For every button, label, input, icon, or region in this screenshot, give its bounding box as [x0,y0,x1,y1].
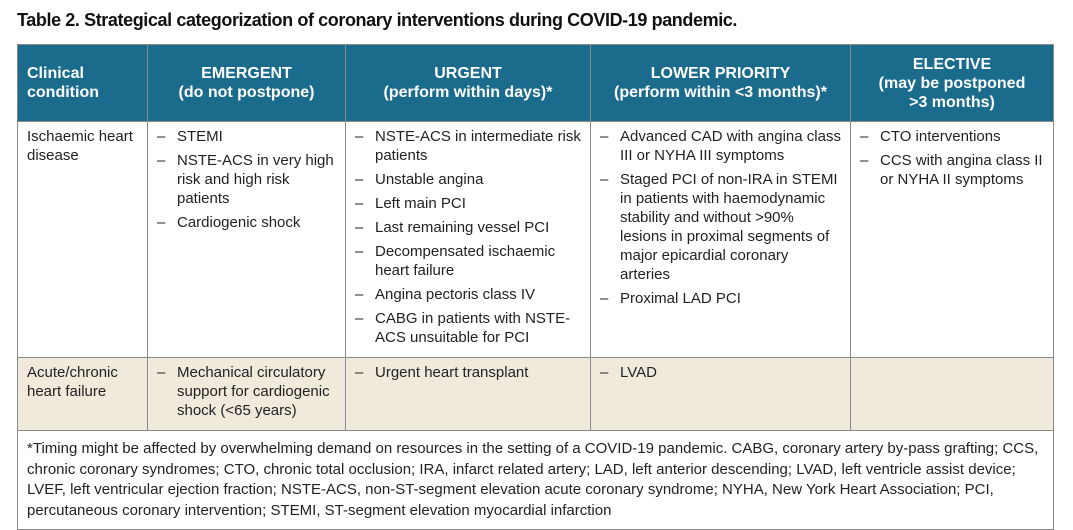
header-line: LOWER PRIORITY [650,65,791,82]
header-line: (perform within <3 months)* [614,84,827,101]
list-item: Last remaining vessel PCI [355,218,581,237]
table-cell: Urgent heart transplant [345,357,591,431]
header-line: ELECTIVE [912,55,992,73]
header-cell: EMERGENT (do not postpone) [147,44,346,122]
header-line: URGENT [434,65,502,82]
list-item: NSTE-ACS in very high risk and high risk… [157,151,336,208]
header-cell: URGENT (perform within days)* [345,44,591,122]
item-list: Urgent heart transplant [355,363,581,382]
footnote-row: *Timing might be affected by overwhelmin… [17,430,1054,530]
list-item: Left main PCI [355,194,581,213]
table-cell [850,357,1054,431]
table-title: Table 2. Strategical categorization of c… [17,10,738,30]
header-line: condition [27,84,99,101]
list-item: Unstable angina [355,170,581,189]
list-item: CTO interventions [860,127,1044,146]
list-item: Staged PCI of non-IRA in STEMI in patien… [600,170,841,284]
footnote: *Timing might be affected by overwhelmin… [17,430,1054,530]
header-line: (may be postponed [878,74,1026,92]
header-line: (do not postpone) [178,84,315,101]
header-line: Clinical [27,65,84,82]
list-item: Angina pectoris class IV [355,285,581,304]
list-item: Mechanical circulatory support for cardi… [157,363,336,420]
table-cell: NSTE-ACS in intermediate risk patients Un… [345,121,591,358]
table-cell: STEMI NSTE-ACS in very high risk and high… [147,121,346,358]
list-item: Advanced CAD with angina class III or NY… [600,127,841,165]
table-cell: Mechanical circulatory support for cardi… [147,357,346,431]
header-row: Clinical condition EMERGENT (do not postpon… [17,44,1054,122]
list-item: CABG in patients with NSTE-ACS unsuitabl… [355,309,581,347]
table-row: Acute/chronic heart failureMechanical ci… [17,357,1054,431]
table-cell: LVAD [590,357,851,431]
table-cell: CTO interventions CCS with angina class I… [850,121,1054,358]
header-line: >3 months) [909,93,995,111]
item-list: LVAD [600,363,841,382]
list-item: Proximal LAD PCI [600,289,841,308]
header-line: (perform within days)* [383,84,553,101]
list-item: Urgent heart transplant [355,363,581,382]
table-cell: Advanced CAD with angina class III or NY… [590,121,851,358]
row-label: Ischaemic heart disease [17,121,148,358]
item-list: CTO interventions CCS with angina class I… [860,127,1044,189]
list-item: Decompensated ischaemic heart failure [355,242,581,280]
table: Clinical condition EMERGENT (do not postpon… [17,44,1054,530]
list-item: Cardiogenic shock [157,213,336,232]
header-cell: Clinical condition [17,44,148,122]
header-cell: ELECTIVE (may be postponed >3 months) [850,44,1054,122]
row-label: Acute/chronic heart failure [17,357,148,431]
header-cell: LOWER PRIORITY (perform within <3 months)… [590,44,851,122]
list-item: LVAD [600,363,841,382]
list-item: NSTE-ACS in intermediate risk patients [355,127,581,165]
item-list: NSTE-ACS in intermediate risk patients Un… [355,127,581,347]
list-item: CCS with angina class II or NYHA II symp… [860,151,1044,189]
list-item: STEMI [157,127,336,146]
header-line: EMERGENT [201,65,292,82]
item-list: Advanced CAD with angina class III or NY… [600,127,841,308]
item-list: STEMI NSTE-ACS in very high risk and high… [157,127,336,232]
item-list: Mechanical circulatory support for cardi… [157,363,336,420]
table-row: Ischaemic heart disease STEMI NSTE-ACS in … [17,121,1054,358]
